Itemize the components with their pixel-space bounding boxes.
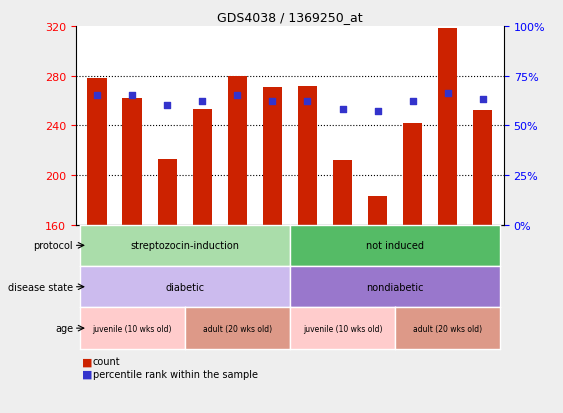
Bar xyxy=(298,86,317,225)
Text: count: count xyxy=(93,356,120,366)
Bar xyxy=(333,161,352,225)
Bar xyxy=(368,197,387,225)
Bar xyxy=(193,110,212,225)
Text: diabetic: diabetic xyxy=(165,282,204,292)
Text: adult (20 wks old): adult (20 wks old) xyxy=(203,324,272,333)
Point xyxy=(373,109,382,115)
Text: disease state: disease state xyxy=(8,282,73,292)
Text: percentile rank within the sample: percentile rank within the sample xyxy=(93,369,258,379)
Bar xyxy=(263,88,282,225)
Bar xyxy=(227,76,247,225)
Bar xyxy=(438,29,457,225)
Text: ■: ■ xyxy=(82,369,92,379)
Point xyxy=(338,107,347,114)
Bar xyxy=(158,159,177,225)
Bar xyxy=(473,111,493,225)
Text: protocol: protocol xyxy=(34,241,73,251)
Point xyxy=(268,99,277,105)
Point xyxy=(163,103,172,109)
Bar xyxy=(87,79,107,225)
Text: ■: ■ xyxy=(82,356,92,366)
Text: juvenile (10 wks old): juvenile (10 wks old) xyxy=(92,324,172,333)
Point xyxy=(198,99,207,105)
Point xyxy=(303,99,312,105)
Point xyxy=(92,93,101,100)
Point xyxy=(128,93,137,100)
Point xyxy=(408,99,417,105)
Point xyxy=(233,93,242,100)
Text: not induced: not induced xyxy=(366,241,424,251)
Bar xyxy=(123,99,142,225)
Text: streptozocin-induction: streptozocin-induction xyxy=(130,241,239,251)
Bar xyxy=(403,123,422,225)
Title: GDS4038 / 1369250_at: GDS4038 / 1369250_at xyxy=(217,11,363,24)
Text: age: age xyxy=(55,323,73,333)
Text: adult (20 wks old): adult (20 wks old) xyxy=(413,324,482,333)
Text: nondiabetic: nondiabetic xyxy=(367,282,424,292)
Point xyxy=(479,97,488,104)
Point xyxy=(443,91,452,97)
Text: juvenile (10 wks old): juvenile (10 wks old) xyxy=(303,324,382,333)
